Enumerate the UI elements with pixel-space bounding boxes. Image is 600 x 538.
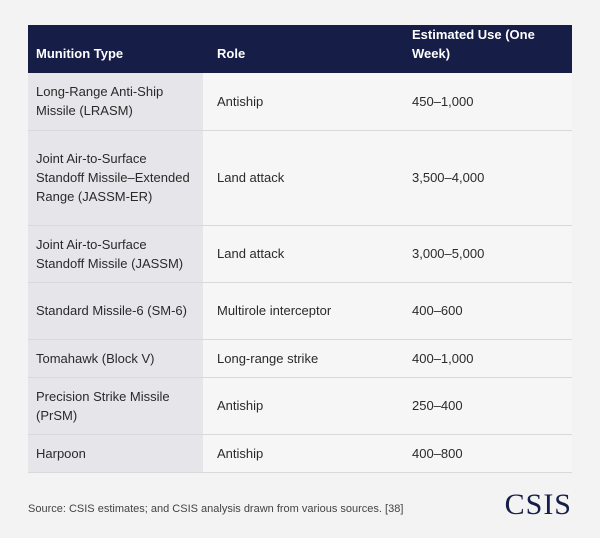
table-row: Standard Missile-6 (SM-6) Multirole inter… [28,282,572,340]
table-row: Joint Air-to-Surface Standoff Missile–Ex… [28,130,572,226]
table-cell: Antiship [203,377,398,435]
table-body: Long-Range Anti-Ship Missile (LRASM) Anti… [28,73,572,473]
table-cell: Long-Range Anti-Ship Missile (LRASM) [28,73,203,131]
table-cell: 400–800 [398,434,572,473]
table-cell: Precision Strike Missile (PrSM) [28,377,203,435]
table-cell: Harpoon [28,434,203,473]
table-cell: 3,000–5,000 [398,225,572,283]
table-cell: Land attack [203,225,398,283]
table-cell: Tomahawk (Block V) [28,339,203,378]
table-row: Joint Air-to-Surface Standoff Missile (J… [28,225,572,283]
munitions-table: Munition Type Role Estimated Use (One Week… [28,25,572,473]
table-cell: Antiship [203,434,398,473]
logo: CSIS [504,488,572,521]
table-row: Long-Range Anti-Ship Missile (LRASM) Anti… [28,73,572,131]
table-cell: 3,500–4,000 [398,130,572,226]
table-cell: 450–1,000 [398,73,572,131]
table-row: Precision Strike Missile (PrSM) Antiship 2… [28,377,572,435]
header-cell: Role [203,25,398,73]
table-row: Tomahawk (Block V) Long-range strike 400–1… [28,339,572,378]
table-cell: Antiship [203,73,398,131]
table-cell: 400–600 [398,282,572,340]
table-cell: Standard Missile-6 (SM-6) [28,282,203,340]
table-cell: 250–400 [398,377,572,435]
table-cell: Multirole interceptor [203,282,398,340]
table-cell: Joint Air-to-Surface Standoff Missile (J… [28,225,203,283]
table-cell: Land attack [203,130,398,226]
header-cell: Munition Type [28,25,203,73]
header-cell: Estimated Use (One Week) [398,25,572,73]
header-row: Munition Type Role Estimated Use (One Week… [28,25,572,73]
source-note: Source: CSIS estimates; and CSIS analysi… [28,503,404,515]
table-cell: Long-range strike [203,339,398,378]
table-cell: Joint Air-to-Surface Standoff Missile–Ex… [28,130,203,226]
table-cell: 400–1,000 [398,339,572,378]
table-row: Harpoon Antiship 400–800 [28,434,572,473]
